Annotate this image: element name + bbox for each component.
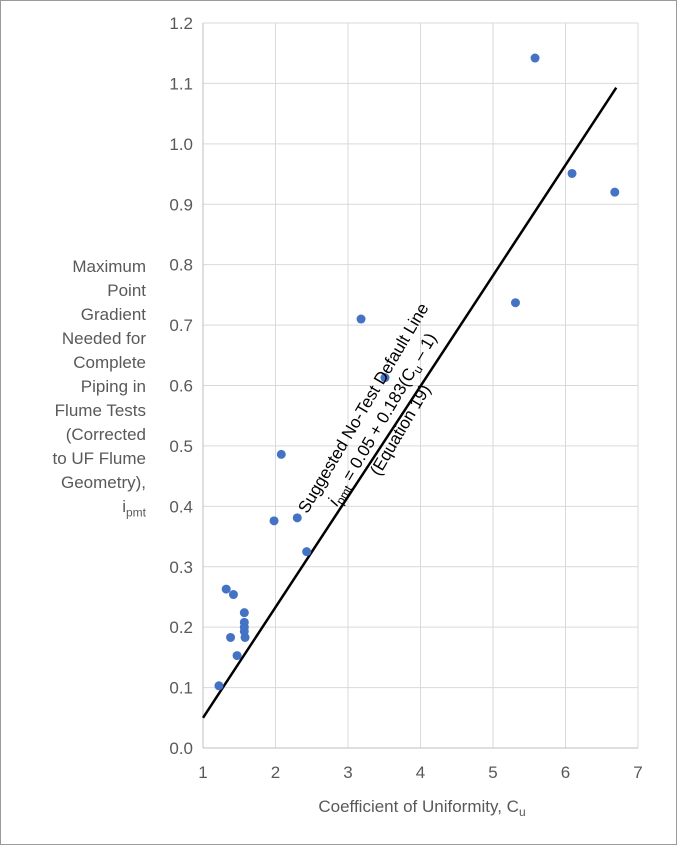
default-line [201,86,618,719]
x-tick-label: 6 [561,763,570,782]
y-axis-title-line: Needed for [61,329,146,348]
data-point [567,168,577,178]
data-point [380,373,390,383]
y-tick-labels: 0.0 0.1 0.2 0.3 0.4 0.5 0.6 0.7 0.8 0.9 1.0 1.1 1.2 [169,14,193,758]
data-points [214,53,620,691]
x-tick-label: 3 [343,763,352,782]
y-tick-label: 1.1 [169,74,193,93]
data-point [276,449,286,459]
x-tick-label: 4 [416,763,425,782]
y-axis-symbol-i: i [122,497,126,516]
y-axis-title-line: Piping in [80,377,146,396]
x-tick-labels: 1 2 3 4 5 6 7 [198,763,642,782]
y-axis-symbol-sub: pmt [125,505,146,520]
plot-axes [202,23,638,749]
x-tick-label: 2 [271,763,280,782]
y-tick-label: 0.7 [169,316,193,335]
line-annotation: Suggested No-Test Default Line ipmt = 0.… [294,300,440,516]
x-tick-label: 1 [198,763,207,782]
data-point [510,298,520,308]
y-tick-label: 0.8 [169,256,193,275]
data-point [356,314,366,324]
x-axis-title-main: Coefficient of Uniformity, C [318,797,519,816]
data-point [226,632,236,642]
y-axis-title-line: to UF Flume [52,449,146,468]
data-point [228,590,238,600]
y-tick-label: 0.6 [169,377,193,396]
y-tick-label: 0.1 [169,679,193,698]
grid-lines [203,22,639,748]
y-tick-label: 0.5 [169,437,193,456]
y-axis-title-line: Flume Tests [54,401,146,420]
y-axis-title-line: Gradient [80,305,146,324]
y-tick-label: 1.0 [169,135,193,154]
y-axis-title: Maximum Point Gradient Needed for Comple… [14,255,146,524]
y-axis-title-line: Point [107,281,146,300]
x-tick-label: 5 [488,763,497,782]
y-axis-title-line: Complete [73,353,146,372]
y-tick-label: 0.4 [169,497,193,516]
data-point [221,584,231,594]
y-axis-title-line: Maximum [72,257,146,276]
data-point [239,608,249,618]
data-point [269,516,279,526]
y-axis-symbol: ipmt [14,495,146,524]
y-axis-title-line: Geometry), [60,473,146,492]
data-point [610,187,620,197]
x-axis-title: Coefficient of Uniformity, Cu [318,797,525,819]
data-point [232,651,242,661]
data-point [302,547,312,557]
data-point [292,513,302,523]
y-tick-label: 1.2 [169,14,193,33]
x-tick-label: 7 [633,763,642,782]
y-axis-title-line: (Corrected [65,425,146,444]
y-tick-label: 0.2 [169,618,193,637]
data-point [240,632,250,642]
x-axis-title-sub: u [519,805,526,819]
data-point [214,681,224,691]
y-tick-label: 0.0 [169,739,193,758]
y-tick-label: 0.9 [169,195,193,214]
data-point [530,53,540,63]
y-tick-label: 0.3 [169,558,193,577]
